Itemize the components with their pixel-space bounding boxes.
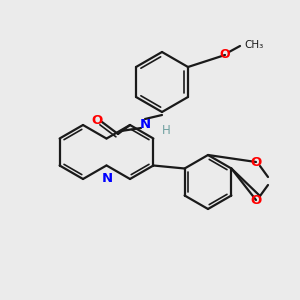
Text: H: H: [162, 124, 171, 136]
Text: O: O: [220, 49, 230, 62]
Text: CH₃: CH₃: [244, 40, 263, 50]
Text: O: O: [250, 194, 262, 206]
Text: N: N: [101, 172, 112, 185]
Text: N: N: [140, 118, 151, 131]
Text: O: O: [250, 155, 262, 169]
Text: O: O: [92, 113, 103, 127]
